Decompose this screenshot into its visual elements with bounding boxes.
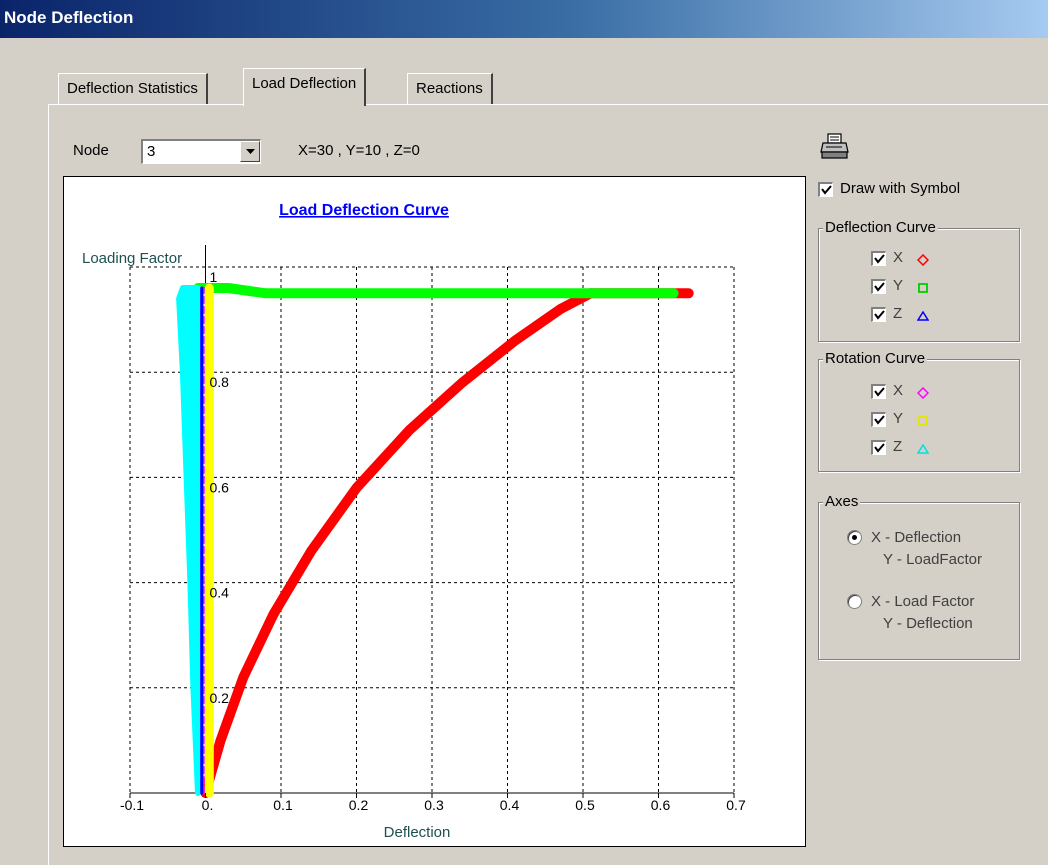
x-axis-label: Deflection xyxy=(384,824,451,841)
load-deflection-chart: -0.1 0. 0.1 0.2 0.3 0.4 0.5 0.6 0.7 0.2 0.4 0.6 0.8 1… xyxy=(82,202,746,841)
triangle-icon xyxy=(917,443,929,454)
chart-title: Load Deflection Curve xyxy=(279,202,449,219)
checkmark-icon xyxy=(874,443,885,453)
deflection-y-label: Y xyxy=(893,277,904,294)
deflection-curve-title: Deflection Curve xyxy=(823,219,938,236)
y-tick-label: 0.4 xyxy=(210,585,230,601)
deflection-x-checkbox[interactable] xyxy=(871,251,886,266)
y-tick-label: 0.6 xyxy=(210,479,230,495)
x-tick-label: 0.1 xyxy=(273,797,293,813)
rotation-y-checkbox[interactable] xyxy=(871,412,886,427)
rotation-z-label: Z xyxy=(893,438,903,455)
deflection-z-label: Z xyxy=(893,305,903,322)
y-tick-label: 0.8 xyxy=(210,374,230,390)
x-tick-label: -0.1 xyxy=(120,797,144,813)
axes-load-factor-line1: X - Load Factor xyxy=(871,593,975,610)
rotation-curve-title: Rotation Curve xyxy=(823,350,928,367)
rotation-curve-group: Rotation Curve X Y Z xyxy=(818,350,1020,472)
chart-area: -0.1 0. 0.1 0.2 0.3 0.4 0.5 0.6 0.7 0.2 0.4 0.6 0.8 1… xyxy=(63,176,806,847)
tab-deflection-statistics[interactable]: Deflection Statistics xyxy=(58,73,208,105)
axes-title: Axes xyxy=(823,493,861,510)
checkmark-icon xyxy=(874,282,885,292)
chart-series xyxy=(176,283,694,798)
axes-deflection-line2: Y - LoadFactor xyxy=(883,551,982,568)
diamond-icon xyxy=(917,254,929,266)
series-line xyxy=(200,288,694,798)
window-title: Node Deflection xyxy=(4,8,134,27)
rotation-x-checkbox[interactable] xyxy=(871,384,886,399)
deflection-y-checkbox[interactable] xyxy=(871,279,886,294)
draw-with-symbol-option[interactable]: Draw with Symbol xyxy=(818,180,1018,202)
draw-with-symbol-label: Draw with Symbol xyxy=(840,180,961,197)
axes-deflection-option[interactable]: X - Deflection Y - LoadFactor xyxy=(847,527,1017,575)
chart-grid xyxy=(129,245,735,794)
rotation-x-label: X xyxy=(893,382,904,399)
x-tick-label: 0. xyxy=(202,797,214,813)
y-tick-label: 1 xyxy=(210,269,218,285)
y-tick-label: 0.2 xyxy=(210,690,230,706)
checkmark-icon xyxy=(874,254,885,264)
square-icon xyxy=(918,416,928,426)
axes-deflection-line1: X - Deflection xyxy=(871,529,962,546)
x-tick-label: 0.4 xyxy=(500,797,520,813)
chevron-down-icon xyxy=(246,149,255,154)
axes-group: Axes X - Deflection Y - LoadFactor X - L… xyxy=(818,493,1020,660)
x-tick-label: 0.3 xyxy=(424,797,444,813)
x-tick-label: 0.5 xyxy=(575,797,595,813)
tab-reactions[interactable]: Reactions xyxy=(407,73,493,105)
tab-label: Reactions xyxy=(416,80,483,97)
deflection-x-label: X xyxy=(893,249,904,266)
triangle-icon xyxy=(917,310,929,321)
chart-ticks: -0.1 0. 0.1 0.2 0.3 0.4 0.5 0.6 0.7 0.2 0.4 0.6 0.8 1 xyxy=(120,269,746,813)
axes-load-factor-option[interactable]: X - Load Factor Y - Deflection xyxy=(847,591,1017,639)
title-bar: Node Deflection xyxy=(0,0,1048,38)
axes-load-factor-radio[interactable] xyxy=(847,594,862,609)
checkmark-icon xyxy=(874,387,885,397)
axes-deflection-radio[interactable] xyxy=(847,530,862,545)
deflection-z-checkbox[interactable] xyxy=(871,307,886,322)
x-tick-label: 0.6 xyxy=(651,797,671,813)
radio-selected-dot xyxy=(852,535,857,540)
node-select[interactable]: 3 xyxy=(141,139,261,164)
y-axis-label: Loading Factor xyxy=(82,250,182,267)
x-tick-label: 0.7 xyxy=(726,797,746,813)
tab-load-deflection[interactable]: Load Deflection xyxy=(243,68,367,106)
series-line xyxy=(176,285,201,796)
node-coordinates: X=30 , Y=10 , Z=0 xyxy=(298,142,420,159)
printer-icon xyxy=(820,133,849,159)
diamond-icon xyxy=(917,387,929,399)
axes-load-factor-line2: Y - Deflection xyxy=(883,615,973,632)
deflection-curve-group: Deflection Curve X Y Z xyxy=(818,219,1020,342)
rotation-y-label: Y xyxy=(893,410,904,427)
print-button[interactable] xyxy=(820,132,850,160)
checkmark-icon xyxy=(821,185,832,195)
node-label: Node xyxy=(73,142,109,159)
tab-label: Load Deflection xyxy=(252,75,357,92)
checkmark-icon xyxy=(874,415,885,425)
checkmark-icon xyxy=(874,310,885,320)
series-line xyxy=(193,283,679,299)
square-icon xyxy=(918,283,928,293)
rotation-z-checkbox[interactable] xyxy=(871,440,886,455)
dropdown-button[interactable] xyxy=(240,141,260,162)
draw-with-symbol-checkbox[interactable] xyxy=(818,182,833,197)
x-tick-label: 0.2 xyxy=(349,797,369,813)
tab-label: Deflection Statistics xyxy=(67,80,198,97)
node-select-value: 3 xyxy=(147,143,156,160)
